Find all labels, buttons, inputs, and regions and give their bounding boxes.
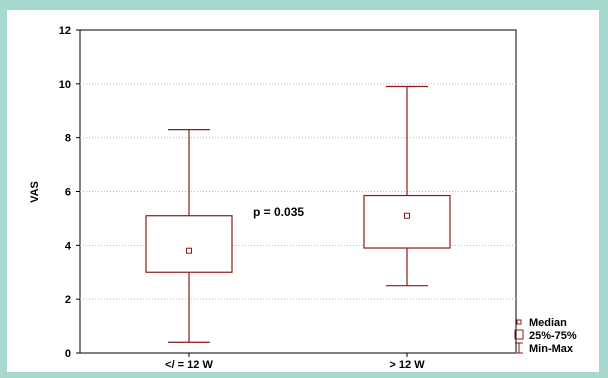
y-tick-label: 4	[65, 240, 72, 252]
legend-box-marker	[514, 329, 524, 340]
y-tick-label: 10	[59, 79, 71, 91]
median-marker	[186, 247, 192, 254]
x-tick-label: > 12 W	[389, 359, 425, 371]
median-marker	[404, 212, 410, 219]
y-tick-label: 2	[65, 294, 71, 306]
p-value-annotation: p = 0.035	[253, 205, 304, 219]
iqr-box	[145, 215, 233, 273]
y-axis-label: VAS	[29, 181, 41, 203]
y-tick-label: 8	[65, 133, 71, 145]
chart-panel: 0 2 4 6 8 10 12 </ = 12 W > 12 W VAS p = 0.035 …	[7, 10, 599, 372]
iqr-box	[363, 194, 451, 249]
legend-box-label: 25%-75%	[529, 330, 577, 342]
legend-median-marker	[516, 319, 522, 325]
y-tick-label: 6	[65, 187, 71, 199]
box-plot-1	[145, 128, 233, 343]
plot-area	[79, 29, 517, 354]
y-tick-label: 0	[65, 348, 71, 360]
y-tick-label: 12	[59, 25, 71, 37]
x-tick-label: </ = 12 W	[165, 359, 213, 371]
legend-whisker-label: Min-Max	[529, 343, 574, 355]
legend-median-label: Median	[529, 317, 567, 329]
box-plot-2	[363, 85, 451, 287]
